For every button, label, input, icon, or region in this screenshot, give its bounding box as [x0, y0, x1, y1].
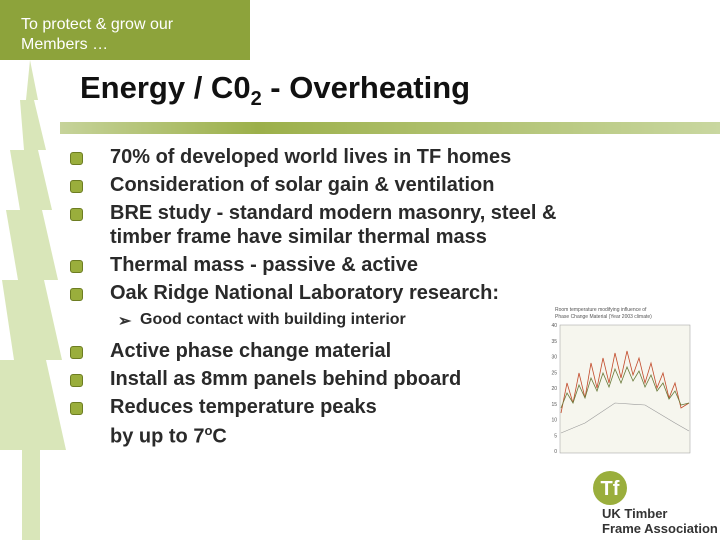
- title: Energy / C02 - Overheating: [80, 70, 470, 111]
- figure-title: Phase Change Material (Year 2003 climate…: [555, 314, 652, 320]
- title-subscript: 2: [250, 88, 262, 111]
- bullet-text: Active phase change material: [110, 340, 392, 362]
- title-text: Energy / C0: [80, 70, 251, 105]
- bullet-text: by up to 7oC: [110, 419, 227, 449]
- bullet-icon: [70, 402, 83, 415]
- figure-tick-label: 20: [551, 386, 557, 392]
- sub-bullet-arrow: ➢: [118, 313, 132, 330]
- bullet-text: BRE study - standard modern masonry, ste…: [110, 202, 557, 224]
- figure-title: Room temperature modifying influence of: [555, 307, 647, 313]
- bullet-text: timber frame have similar thermal mass: [110, 226, 487, 248]
- figure-tick-label: 25: [551, 370, 557, 376]
- tree: [0, 60, 66, 540]
- bullet-text: Install as 8mm panels behind pboard: [110, 368, 462, 390]
- figure-tick-label: 5: [554, 433, 557, 439]
- bullet-text: Reduces temperature peaks: [110, 396, 377, 418]
- decor-line: [560, 350, 690, 414]
- decor-line: [560, 402, 690, 434]
- logo: Tf UK Timber Frame Association: [593, 471, 718, 536]
- text-part: o: [204, 423, 213, 438]
- bullet-text: Consideration of solar gain & ventilatio…: [110, 174, 495, 196]
- figure-tick-label: 10: [551, 418, 557, 424]
- logo-text: UK Timber: [602, 506, 668, 521]
- sub-bullet-text: Good contact with building interior: [140, 311, 406, 328]
- bullet-icon: [70, 152, 83, 165]
- bullet-text: 70% of developed world lives in TF homes: [110, 146, 512, 168]
- figure-tick-label: 15: [551, 402, 557, 408]
- figure: Room temperature modifying influence of …: [545, 303, 705, 468]
- figure-tick-label: 0: [554, 449, 557, 455]
- text-part: C: [212, 425, 227, 448]
- logo-mark-text: Tf: [601, 478, 620, 500]
- figure-tick-label: 30: [551, 355, 557, 361]
- bullet-text: Oak Ridge National Laboratory research:: [110, 282, 500, 304]
- logo-mark: [593, 471, 627, 505]
- title-text: - Overheating: [261, 70, 471, 105]
- tagline: Members …: [21, 36, 109, 53]
- bullet-text: Thermal mass - passive & active: [110, 254, 418, 276]
- bullet-icon: [70, 288, 83, 301]
- decor-line: [560, 365, 690, 409]
- logo-text: Frame Association: [602, 521, 718, 536]
- plot-area: [559, 324, 691, 454]
- bullet-icon: [70, 180, 83, 193]
- bullet-icon: [70, 374, 83, 387]
- title-rule: [60, 122, 720, 134]
- header-box: [0, 0, 250, 60]
- figure-tick-label: 40: [551, 323, 557, 329]
- bullet-icon: [70, 208, 83, 221]
- bullet-icon: [70, 346, 83, 359]
- figure-tick-label: 35: [551, 339, 557, 345]
- text-part: by up to 7: [110, 425, 205, 448]
- bullet-icon: [70, 260, 83, 273]
- tagline: To protect & grow our: [21, 16, 174, 33]
